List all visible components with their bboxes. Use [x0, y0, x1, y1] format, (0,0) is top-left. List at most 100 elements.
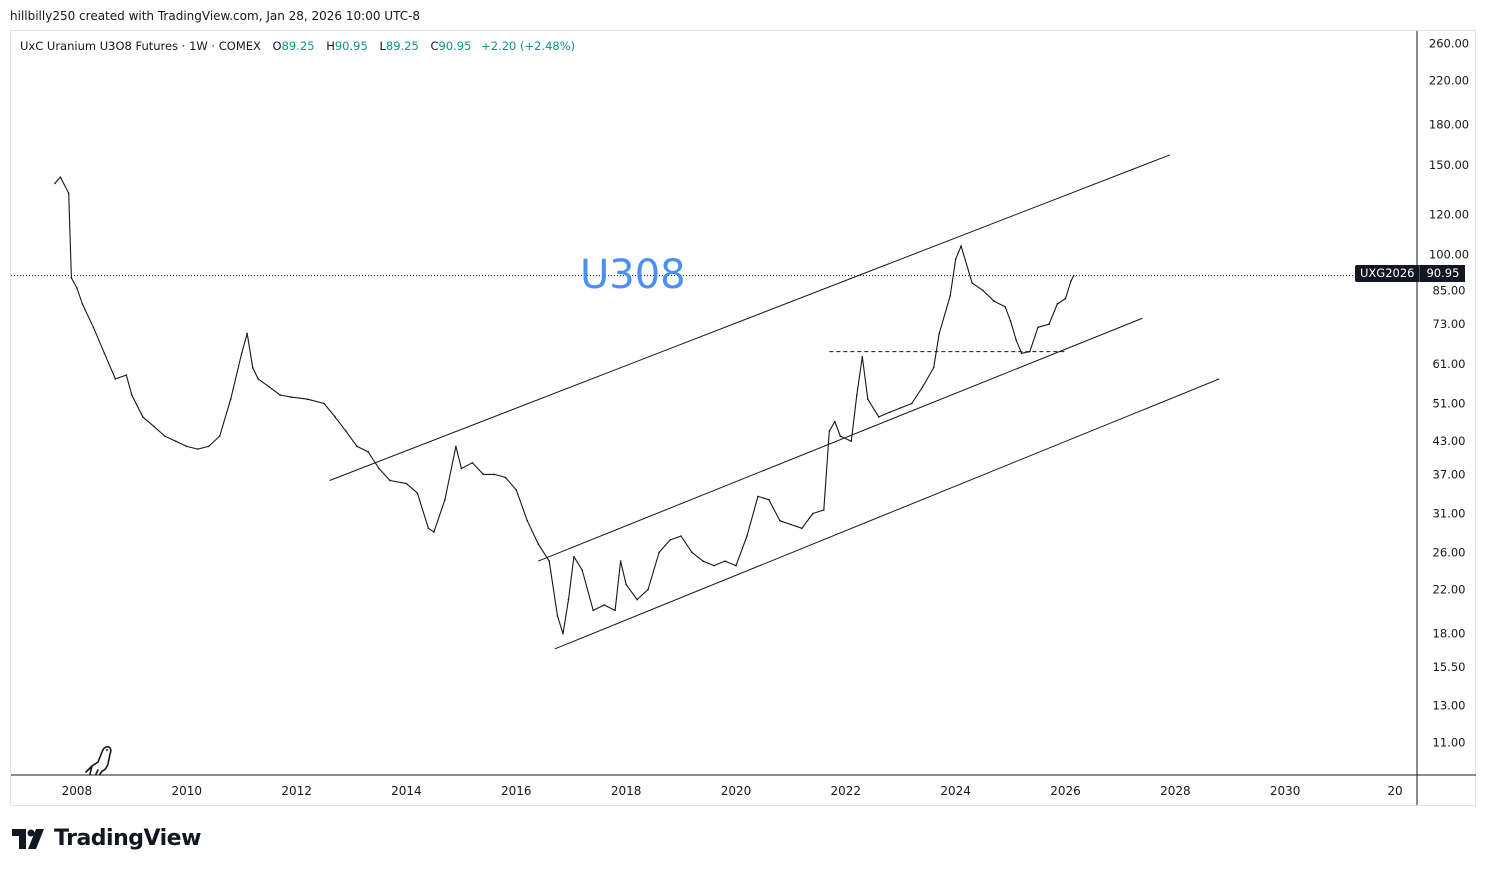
price-point [921, 385, 924, 388]
high-key: H [326, 39, 335, 53]
price-tag-symbol: UXG2026 [1355, 265, 1420, 282]
price-tick-label: 120.00 [1429, 207, 1469, 221]
price-point [932, 366, 935, 369]
price-tick-label: 15.50 [1433, 660, 1466, 674]
time-tick-label: 2014 [391, 784, 422, 798]
price-point [218, 435, 221, 437]
price-point [735, 564, 737, 567]
price-point [334, 416, 336, 418]
price-point [625, 583, 627, 586]
price-point [779, 519, 781, 522]
time-axis[interactable]: 2008 2010 2012 2014 2016 2018 2020 2022 2024 2026… [62, 784, 1403, 798]
price-tick-label: 13.00 [1433, 699, 1466, 713]
interval-label[interactable]: 1W [189, 39, 208, 53]
price-point [647, 588, 649, 591]
close-key: C [430, 39, 439, 53]
channel-trendline[interactable] [554, 378, 1220, 650]
price-axis[interactable]: 260.00 220.00 180.00 150.00 120.00 100.00 85.0… [1429, 36, 1469, 749]
price-point [954, 258, 957, 260]
price-point [163, 435, 166, 437]
price-tick-label: 73.00 [1433, 317, 1466, 331]
price-point [801, 527, 803, 530]
price-point [504, 476, 507, 479]
annotation-text[interactable]: U308 [580, 252, 686, 298]
price-point [861, 355, 864, 358]
price-point [416, 492, 419, 494]
time-tick-label: 2012 [281, 784, 312, 798]
price-point [548, 560, 551, 562]
price-point [1064, 297, 1067, 300]
price-point [460, 467, 463, 470]
price-point [81, 303, 84, 305]
price-point [92, 326, 95, 329]
tradingview-logo-text: TradingView [54, 826, 201, 851]
price-point [855, 394, 858, 396]
price-point [1004, 305, 1006, 308]
price-point [455, 445, 457, 448]
price-tick-label: 51.00 [1433, 396, 1466, 410]
price-point [493, 473, 496, 476]
time-tick-label: 2018 [611, 784, 642, 798]
last-price-tag: UXG2026 90.95 [1355, 265, 1466, 282]
price-point [614, 609, 616, 612]
time-tick-label: 20 [1387, 784, 1402, 798]
channel-trendline[interactable] [538, 317, 1143, 562]
trendlines[interactable] [329, 154, 1220, 650]
price-point [240, 352, 243, 355]
price-point [515, 489, 518, 491]
price-point [323, 402, 325, 405]
price-tick-label: 31.00 [1433, 507, 1466, 521]
price-point [152, 425, 155, 428]
price-point [345, 430, 347, 432]
price-point [971, 282, 973, 284]
price-point [54, 182, 56, 185]
price-series-line [54, 176, 1075, 635]
low-key: L [379, 39, 386, 53]
symbol-name[interactable]: UxC Uranium U3O8 Futures [20, 39, 179, 53]
time-tick-label: 2010 [171, 784, 202, 798]
price-point [1037, 326, 1039, 329]
price-point [185, 445, 188, 448]
price-point [405, 482, 408, 485]
time-tick-label: 2020 [721, 784, 752, 798]
price-point [174, 440, 177, 443]
price-point [67, 192, 70, 195]
price-point [658, 551, 660, 554]
channel-trendline[interactable] [329, 154, 1171, 481]
price-point [982, 289, 984, 292]
price-point [562, 632, 564, 635]
price-point [59, 176, 62, 178]
price-point [877, 416, 880, 418]
price-point [938, 332, 940, 335]
price-tick-label: 220.00 [1429, 73, 1469, 87]
price-tag-value: 90.95 [1419, 265, 1466, 282]
price-point [142, 416, 144, 418]
price-point [433, 531, 435, 533]
symbol-legend: UxC Uranium U3O8 Futures · 1W · COMEX O8… [20, 39, 575, 53]
tradingview-logo[interactable]: TradingView [12, 826, 201, 851]
price-series [54, 176, 1075, 635]
price-point [746, 535, 748, 537]
price-tick-label: 150.00 [1429, 158, 1469, 172]
price-tick-label: 260.00 [1429, 36, 1469, 50]
price-point [828, 430, 831, 432]
price-point [949, 295, 951, 297]
price-point [702, 560, 704, 562]
price-point [960, 245, 962, 247]
price-point [427, 527, 430, 530]
time-tick-label: 2024 [940, 784, 971, 798]
price-point [866, 398, 869, 400]
price-point [910, 402, 913, 405]
tradingview-logo-icon [12, 828, 44, 849]
price-point [1048, 323, 1050, 326]
price-point [669, 539, 671, 541]
price-point [1056, 303, 1059, 305]
low-value: 89.25 [385, 39, 419, 53]
price-point [471, 461, 474, 464]
price-point [125, 374, 128, 376]
price-point [1009, 320, 1012, 322]
price-point [757, 495, 759, 498]
price-point [899, 407, 902, 409]
price-tick-label: 11.00 [1433, 736, 1466, 750]
